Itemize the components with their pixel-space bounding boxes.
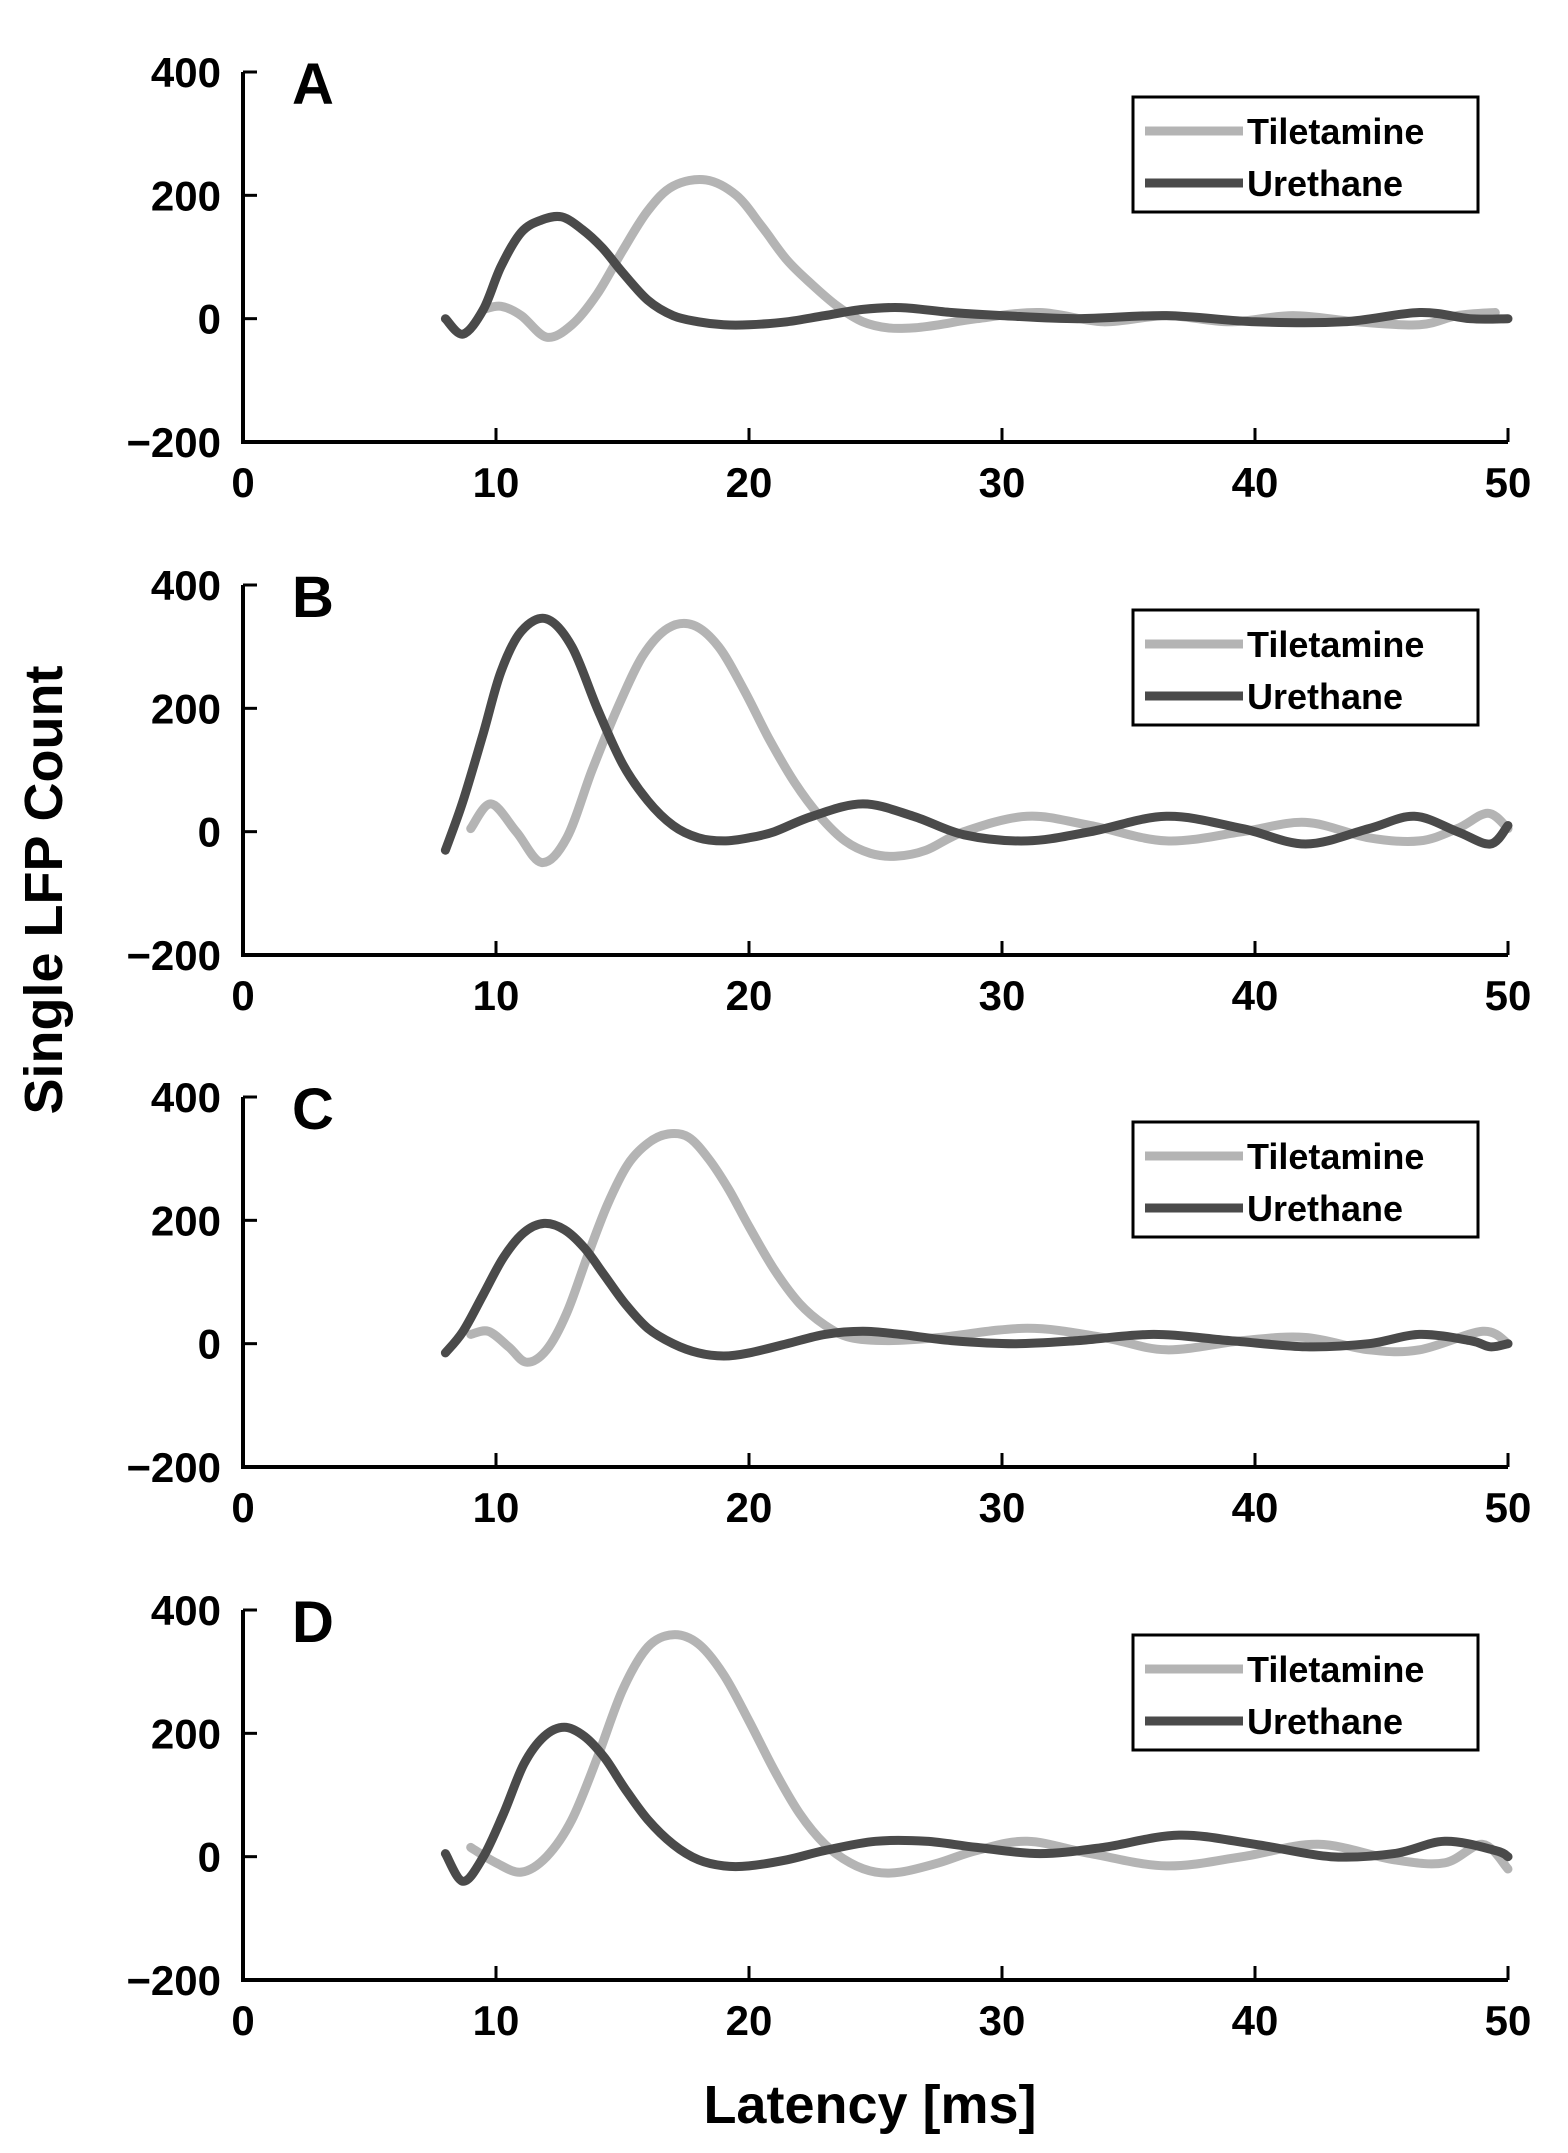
x-tick-label: 40 xyxy=(1232,1484,1279,1531)
panel-letter: D xyxy=(292,1590,334,1655)
legend-label-urethane: Urethane xyxy=(1247,1701,1403,1742)
series-line-urethane xyxy=(440,1218,1513,1361)
legend: Tiletamine Urethane xyxy=(1131,608,1480,727)
x-tick-label: 50 xyxy=(1485,1484,1532,1531)
legend-label-tiletamine: Tiletamine xyxy=(1247,111,1424,152)
x-tick-label: 20 xyxy=(726,459,773,506)
x-tick-label: 40 xyxy=(1232,972,1279,1019)
x-tick-label: 30 xyxy=(979,1484,1026,1531)
y-tick-label: −200 xyxy=(126,1444,221,1491)
legend-label-tiletamine: Tiletamine xyxy=(1247,1649,1424,1690)
series-line-urethane xyxy=(440,1722,1513,1886)
y-tick-label: −200 xyxy=(126,932,221,979)
series-line-urethane xyxy=(440,211,1513,339)
legend-box xyxy=(1131,1633,1480,1752)
legend-label-urethane: Urethane xyxy=(1247,676,1403,717)
legend: Tiletamine Urethane xyxy=(1131,1120,1480,1239)
y-tick-label: 200 xyxy=(151,172,221,219)
y-tick-label: 0 xyxy=(198,809,221,856)
legend-label-tiletamine: Tiletamine xyxy=(1247,1136,1424,1177)
x-tick-label: 10 xyxy=(473,459,520,506)
legend: Tiletamine Urethane xyxy=(1131,95,1480,214)
panel-letter: B xyxy=(292,565,334,630)
legend-label-tiletamine: Tiletamine xyxy=(1247,624,1424,665)
y-tick-label: 200 xyxy=(151,1710,221,1757)
x-tick-label: 0 xyxy=(231,1997,254,2044)
y-tick-label: 200 xyxy=(151,685,221,732)
panel-letter: C xyxy=(292,1077,334,1142)
series-line-urethane xyxy=(440,613,1513,855)
y-tick-label: −200 xyxy=(126,1957,221,2004)
x-tick-label: 50 xyxy=(1485,459,1532,506)
x-tick-label: 30 xyxy=(979,459,1026,506)
y-tick-label: 200 xyxy=(151,1197,221,1244)
y-tick-label: 400 xyxy=(151,1587,221,1634)
x-tick-label: 50 xyxy=(1485,1997,1532,2044)
y-tick-label: 0 xyxy=(198,1834,221,1881)
y-tick-label: 400 xyxy=(151,49,221,96)
x-tick-label: 0 xyxy=(231,1484,254,1531)
x-tick-label: 10 xyxy=(473,972,520,1019)
x-tick-label: 0 xyxy=(231,459,254,506)
x-tick-label: 30 xyxy=(979,972,1026,1019)
x-tick-label: 40 xyxy=(1232,459,1279,506)
x-tick-label: 50 xyxy=(1485,972,1532,1019)
panel-letter: A xyxy=(292,52,334,117)
series-line-tiletamine xyxy=(466,618,1513,867)
x-axis-title: Latency [ms] xyxy=(703,2075,1036,2135)
y-tick-label: −200 xyxy=(126,419,221,466)
legend-label-urethane: Urethane xyxy=(1247,163,1403,204)
legend-box xyxy=(1131,1120,1480,1239)
x-tick-label: 10 xyxy=(473,1997,520,2044)
x-tick-label: 20 xyxy=(726,1484,773,1531)
x-tick-label: 20 xyxy=(726,972,773,1019)
x-tick-label: 20 xyxy=(726,1997,773,2044)
y-tick-label: 400 xyxy=(151,562,221,609)
y-axis-title: Single LFP Count xyxy=(14,665,74,1114)
y-tick-label: 0 xyxy=(198,296,221,343)
x-tick-label: 0 xyxy=(231,972,254,1019)
legend-box xyxy=(1131,95,1480,214)
x-tick-label: 30 xyxy=(979,1997,1026,2044)
y-tick-label: 0 xyxy=(198,1321,221,1368)
legend: Tiletamine Urethane xyxy=(1131,1633,1480,1752)
y-tick-label: 400 xyxy=(151,1074,221,1121)
x-tick-label: 10 xyxy=(473,1484,520,1531)
x-tick-label: 40 xyxy=(1232,1997,1279,2044)
legend-label-urethane: Urethane xyxy=(1247,1188,1403,1229)
legend-box xyxy=(1131,608,1480,727)
